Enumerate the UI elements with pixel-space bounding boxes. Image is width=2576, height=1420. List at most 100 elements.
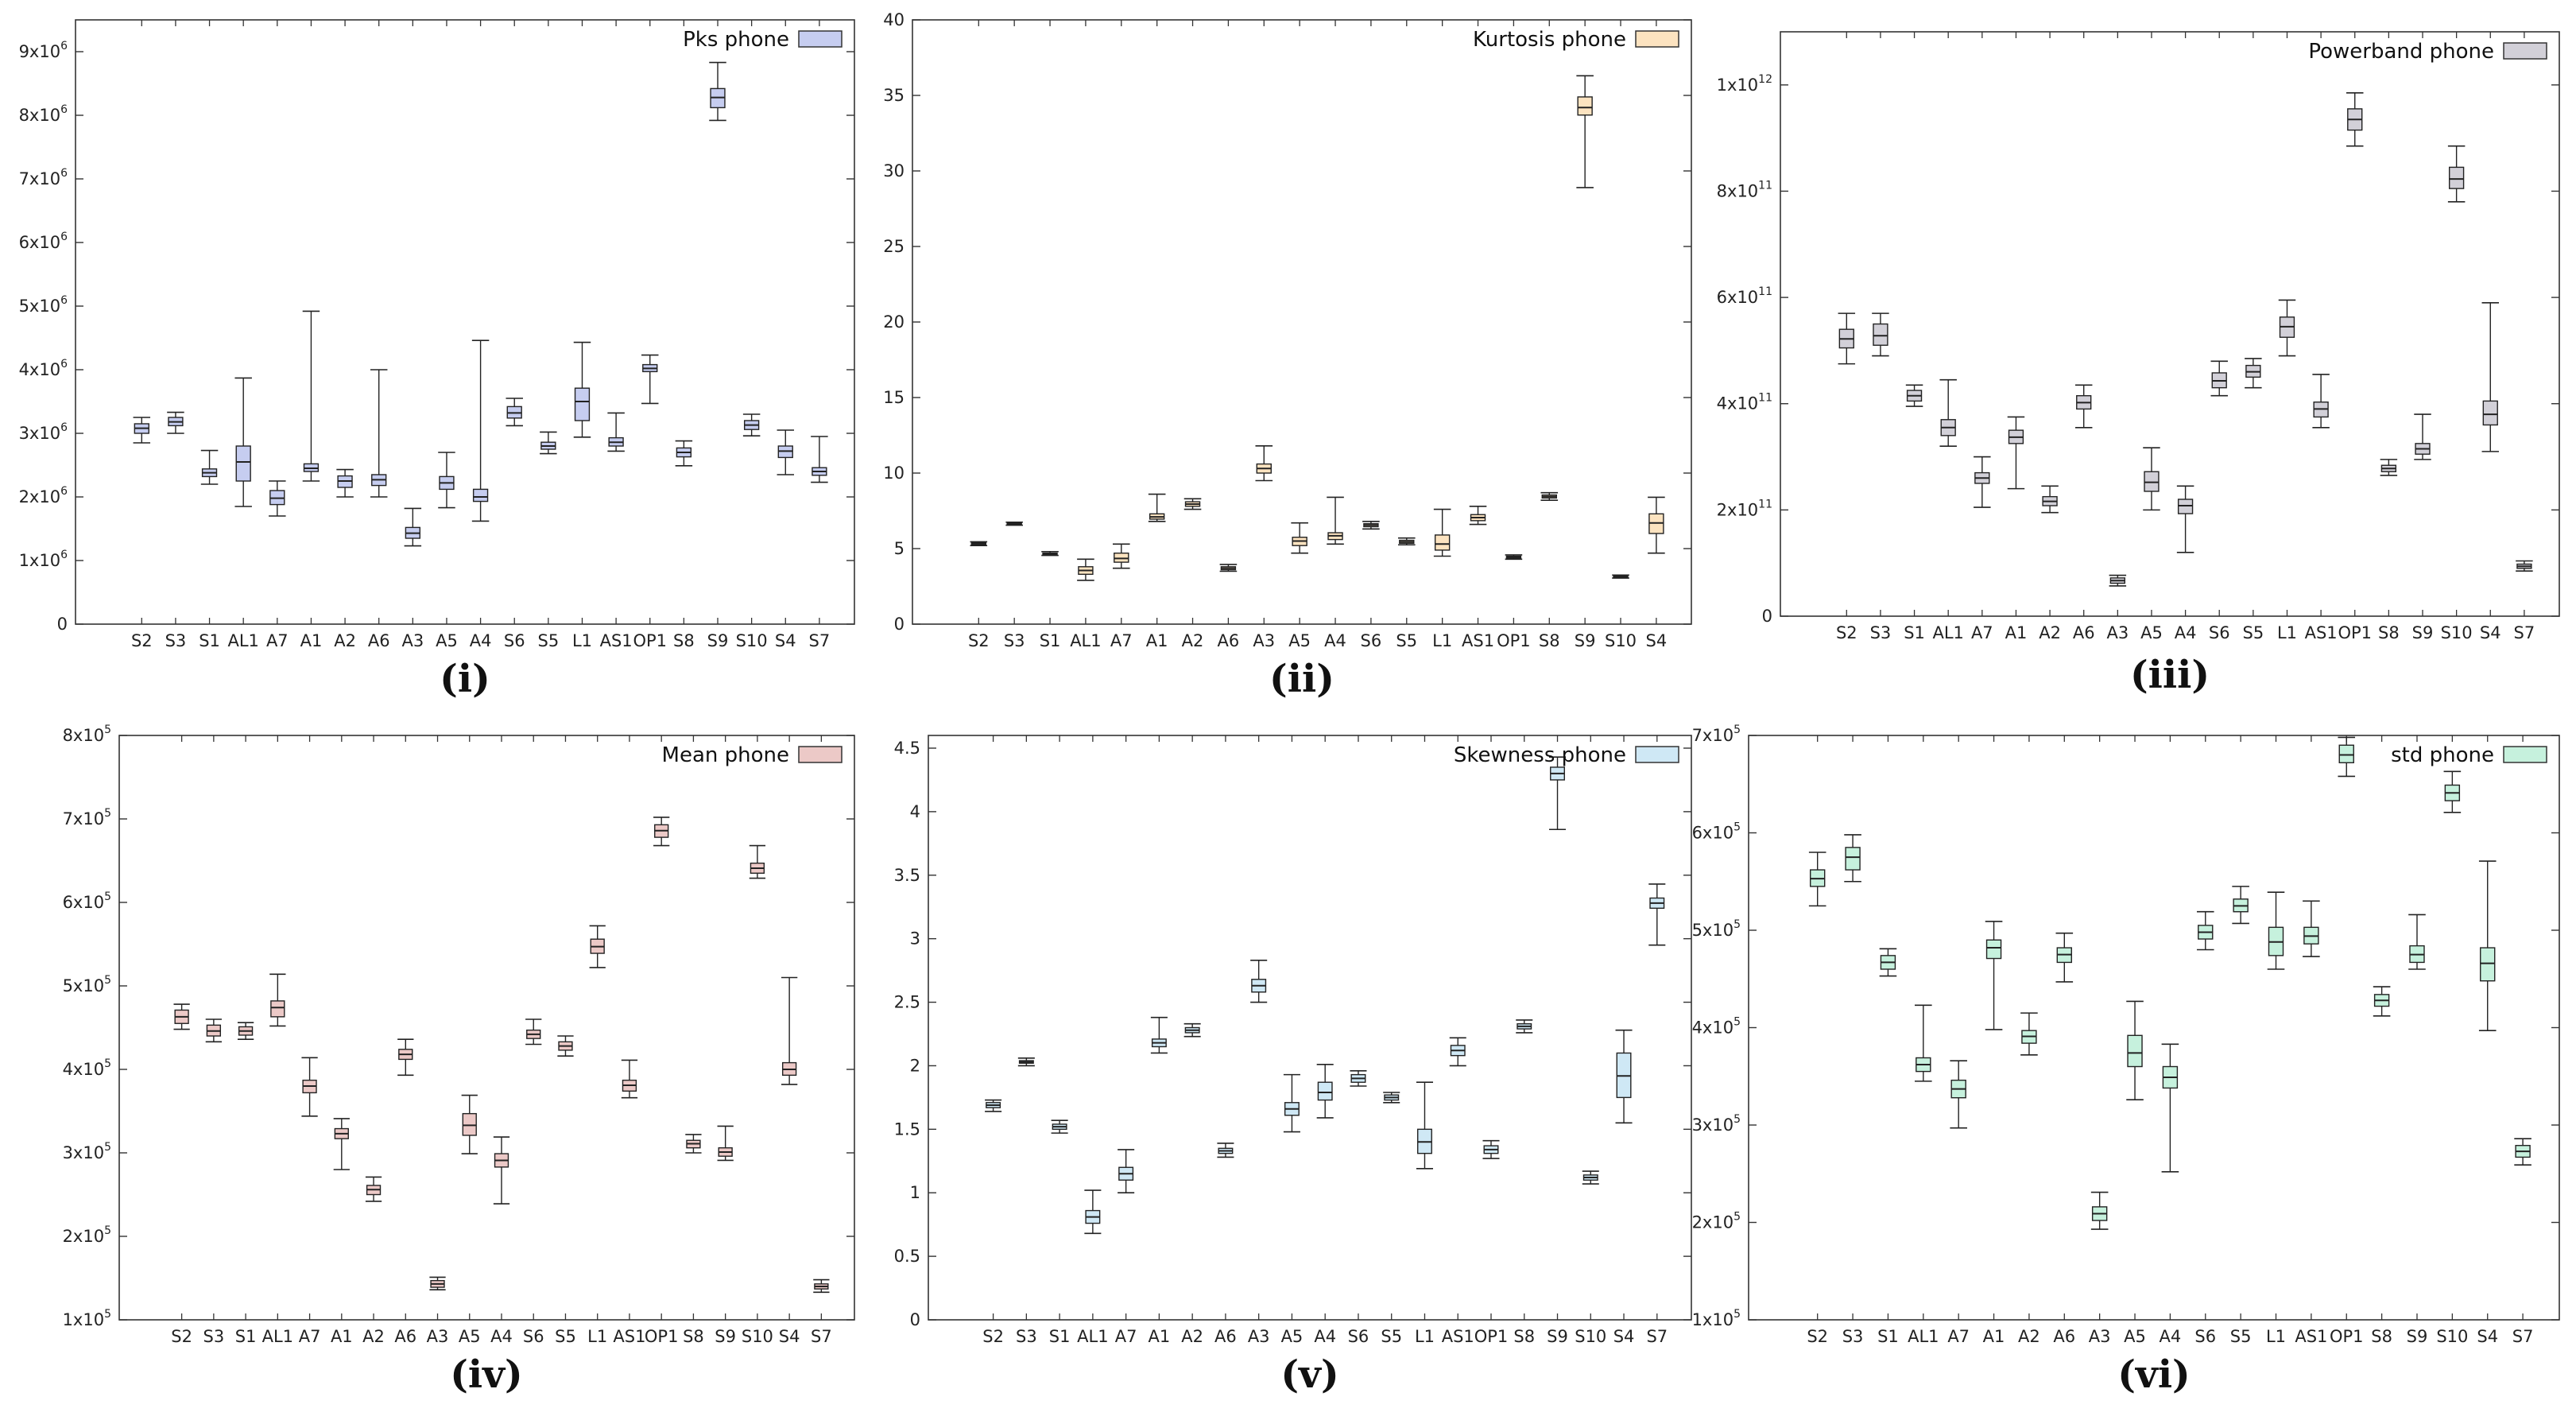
- panel-label: (iii): [2130, 653, 2210, 697]
- x-tick-label: A2: [362, 1327, 385, 1346]
- x-tick-label: S5: [1396, 631, 1417, 650]
- x-tick-label: OP1: [1474, 1327, 1509, 1346]
- x-tick-label: S9: [2412, 623, 2434, 642]
- x-tick-label: L1: [1415, 1327, 1435, 1346]
- chart-panel: 1x105 2x105 3x105 4x105 5x105 6x105 7x105 8x105…: [63, 724, 855, 1397]
- x-tick-label: A4: [490, 1327, 513, 1346]
- y-tick-label: 40: [883, 10, 905, 29]
- x-tick-label: S5: [1381, 1327, 1402, 1346]
- y-tick-label: 15: [883, 388, 905, 407]
- x-tick-label: L1: [2266, 1327, 2286, 1346]
- x-tick-label: S4: [2477, 1327, 2498, 1346]
- x-tick-label: S4: [2480, 623, 2501, 642]
- y-tick-label: 2x105: [1692, 1211, 1741, 1232]
- y-tick-label: 1: [910, 1183, 920, 1202]
- x-tick-label: S3: [1842, 1327, 1864, 1346]
- panel-label: (iv): [450, 1352, 523, 1397]
- chart-panel: 0 5 10 15 20 25 30 35 40 S2 S3 S1 AL1 A7 A1 A2 A6 A3 A5 A4 S…: [883, 10, 1692, 701]
- x-tick-label: A3: [427, 1327, 449, 1346]
- chart-panel: 0 2x1011 4x1011 6x1011 8x1011 1x1012 S2 S3 S1 AL1…: [1717, 31, 2560, 697]
- x-tick-label: AS1: [613, 1327, 645, 1346]
- x-tick-label: A5: [1288, 631, 1311, 650]
- y-tick-label: 8x1011: [1717, 179, 1772, 200]
- y-tick-label: 3x105: [63, 1141, 111, 1162]
- x-tick-label: S1: [1040, 631, 1061, 650]
- y-tick-label: 7x106: [19, 167, 68, 188]
- x-tick-label: S6: [504, 631, 525, 650]
- y-tick-label: 5x105: [63, 974, 111, 995]
- x-tick-label: S4: [779, 1327, 800, 1346]
- y-tick-label: 9x106: [19, 40, 68, 61]
- x-tick-label: AS1: [2295, 1327, 2327, 1346]
- legend-label: Kurtosis phone: [1473, 28, 1626, 52]
- box-body: [2448, 166, 2465, 189]
- x-tick-label: S7: [1646, 1327, 1668, 1346]
- x-tick-label: S2: [131, 631, 153, 650]
- y-tick-label: 30: [883, 161, 905, 180]
- x-tick-label: AS1: [1442, 1327, 1474, 1346]
- x-tick-label: S4: [1646, 631, 1668, 650]
- legend-swatch: [2503, 42, 2547, 60]
- x-tick-label: A6: [2053, 1327, 2075, 1346]
- x-tick-label: S2: [1807, 1327, 1828, 1346]
- y-tick-label: 7x105: [1692, 724, 1741, 745]
- x-tick-label: L1: [1432, 631, 1452, 650]
- x-tick-label: S3: [1016, 1327, 1037, 1346]
- x-tick-label: S6: [2209, 623, 2230, 642]
- plot-frame: [1780, 31, 2560, 617]
- y-tick-label: 1x105: [1692, 1308, 1741, 1329]
- x-tick-label: S2: [982, 1327, 1004, 1346]
- y-tick-label: 2x1011: [1717, 498, 1772, 519]
- x-tick-label: S10: [1605, 631, 1637, 650]
- x-tick-label: A3: [401, 631, 424, 650]
- box-body: [2127, 1034, 2143, 1068]
- box-body: [1577, 96, 1593, 116]
- y-tick-label: 35: [883, 86, 905, 105]
- x-tick-label: L1: [572, 631, 592, 650]
- y-tick-label: 2.5: [894, 993, 920, 1012]
- y-tick-label: 0: [894, 615, 905, 634]
- box-body: [1985, 939, 2002, 960]
- box-body: [270, 1000, 285, 1018]
- x-tick-label: S1: [199, 631, 220, 650]
- plot-frame: [75, 19, 855, 625]
- y-tick-label: 8x105: [63, 724, 111, 745]
- x-tick-label: OP1: [645, 1327, 679, 1346]
- y-tick-label: 4: [910, 802, 920, 821]
- x-tick-label: OP1: [633, 631, 667, 650]
- x-tick-label: S7: [811, 1327, 832, 1346]
- x-tick-label: S3: [203, 1327, 225, 1346]
- x-tick-label: A5: [2140, 623, 2163, 642]
- x-tick-label: AS1: [2305, 623, 2338, 642]
- x-tick-label: A7: [266, 631, 289, 650]
- x-tick-label: A7: [299, 1327, 321, 1346]
- x-tick-label: AL1: [1932, 623, 1963, 642]
- legend-label: std phone: [2391, 743, 2494, 767]
- box-body: [235, 445, 251, 482]
- x-tick-label: A7: [1947, 1327, 1970, 1346]
- x-tick-label: A6: [394, 1327, 416, 1346]
- x-tick-label: S4: [1613, 1327, 1635, 1346]
- x-tick-label: S6: [2194, 1327, 2216, 1346]
- plot-frame: [912, 19, 1692, 625]
- x-tick-label: A5: [1281, 1327, 1303, 1346]
- legend-swatch: [798, 746, 843, 763]
- x-tick-label: A7: [1115, 1327, 1137, 1346]
- legend-label: Pks phone: [683, 28, 789, 52]
- box-body: [1873, 323, 1888, 346]
- x-tick-label: S7: [2512, 1327, 2534, 1346]
- y-tick-label: 0: [57, 615, 68, 634]
- x-tick-label: S8: [1513, 1327, 1535, 1346]
- x-tick-label: S9: [1547, 1327, 1568, 1346]
- plot-frame: [118, 735, 855, 1321]
- x-tick-label: A2: [2039, 623, 2061, 642]
- x-tick-label: A3: [1253, 631, 1275, 650]
- y-tick-label: 4x105: [1692, 1016, 1741, 1038]
- x-tick-label: A1: [1983, 1327, 2005, 1346]
- y-tick-label: 1x1012: [1717, 73, 1772, 95]
- x-tick-label: S10: [736, 631, 768, 650]
- legend-label: Skewness phone: [1454, 743, 1626, 767]
- x-tick-label: S10: [2436, 1327, 2468, 1346]
- x-tick-label: S6: [1361, 631, 1382, 650]
- x-tick-label: A5: [459, 1327, 481, 1346]
